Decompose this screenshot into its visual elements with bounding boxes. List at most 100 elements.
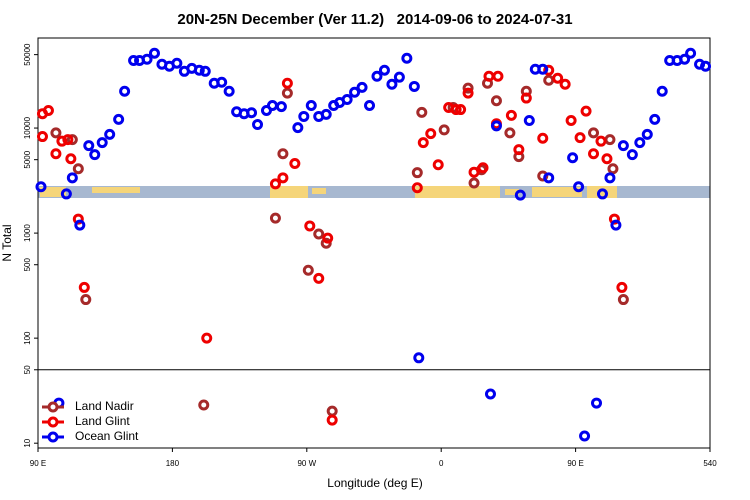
point: [477, 162, 489, 174]
point: [302, 264, 314, 276]
point: [349, 86, 361, 98]
point: [468, 166, 480, 178]
y-tick-label: 50: [23, 365, 32, 374]
point: [305, 99, 317, 111]
point: [378, 64, 390, 76]
y-tick-label: 1000: [23, 224, 32, 242]
point: [679, 53, 691, 65]
point: [656, 85, 668, 97]
point: [513, 144, 525, 156]
x-tick-label: 0: [439, 459, 444, 468]
point: [552, 72, 564, 84]
point: [604, 172, 616, 184]
point: [36, 131, 48, 143]
x-tick-label: 90 W: [297, 459, 316, 468]
point: [216, 76, 228, 88]
point: [393, 71, 405, 83]
point: [601, 153, 613, 165]
point: [520, 92, 532, 104]
point: [171, 57, 183, 69]
point: [320, 108, 332, 120]
point: [277, 148, 289, 160]
point: [462, 87, 474, 99]
point: [313, 228, 325, 240]
plot-area: [38, 38, 710, 448]
point: [543, 172, 555, 184]
point: [492, 70, 504, 82]
point: [65, 153, 77, 165]
legend-marker: [47, 416, 59, 428]
point: [289, 157, 301, 169]
point: [608, 213, 620, 225]
point: [617, 140, 629, 152]
point: [411, 182, 423, 194]
point: [484, 388, 496, 400]
point: [83, 140, 95, 152]
point: [141, 53, 153, 65]
point: [298, 110, 310, 122]
point: [573, 181, 585, 193]
point: [425, 128, 437, 140]
point: [490, 95, 502, 107]
point: [72, 213, 84, 225]
point: [277, 172, 289, 184]
point: [104, 128, 116, 140]
point: [275, 101, 287, 113]
point: [35, 181, 47, 193]
point: [269, 212, 281, 224]
point: [413, 352, 425, 364]
chart-title: 20N-25N December (Ver 11.2) 2014-09-06 t…: [177, 11, 572, 28]
point: [537, 63, 549, 75]
point: [42, 104, 54, 116]
point: [113, 113, 125, 125]
point: [591, 397, 603, 409]
point: [610, 219, 622, 231]
point: [62, 134, 74, 146]
point: [505, 109, 517, 121]
point: [281, 87, 293, 99]
point: [617, 294, 629, 306]
point: [649, 113, 661, 125]
point: [588, 127, 600, 139]
point: [595, 135, 607, 147]
point: [60, 188, 72, 200]
point: [596, 188, 608, 200]
point: [700, 60, 712, 72]
y-tick-label: 10000: [23, 116, 32, 139]
point: [50, 127, 62, 139]
point: [641, 128, 653, 140]
point: [537, 132, 549, 144]
point: [193, 64, 205, 76]
point: [417, 137, 429, 149]
y-tick-label: 500: [23, 258, 32, 272]
point: [292, 122, 304, 134]
point: [66, 134, 78, 146]
point: [607, 163, 619, 175]
point: [401, 52, 413, 64]
point: [304, 220, 316, 232]
y-tick-label: 10: [23, 438, 32, 447]
point: [574, 132, 586, 144]
point: [567, 152, 579, 164]
legend-label: Land Glint: [75, 414, 130, 428]
point: [201, 332, 213, 344]
point: [322, 232, 334, 244]
point: [438, 124, 450, 136]
point: [326, 414, 338, 426]
point: [50, 148, 62, 160]
point: [685, 47, 697, 59]
point: [462, 82, 474, 94]
y-tick-label: 50000: [23, 43, 32, 66]
point: [356, 81, 368, 93]
point: [386, 78, 398, 90]
point: [223, 85, 235, 97]
point: [408, 80, 420, 92]
legend-label: Ocean Glint: [75, 429, 139, 443]
point: [148, 47, 160, 59]
point: [523, 115, 535, 127]
point: [579, 430, 591, 442]
point: [269, 178, 281, 190]
point: [432, 159, 444, 171]
